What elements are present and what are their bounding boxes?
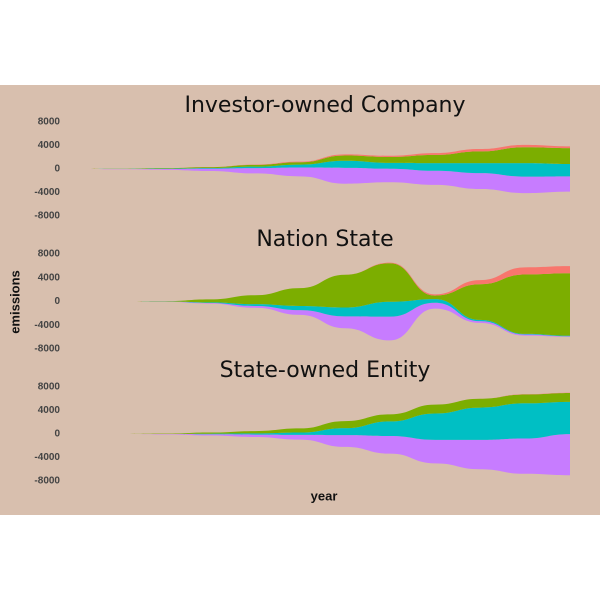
y-tick-label: 8000 <box>38 249 61 260</box>
y-tick-label: 8000 <box>38 117 61 128</box>
y-tick-label: 4000 <box>38 140 61 151</box>
stream-area <box>75 301 570 341</box>
y-tick-label: -4000 <box>34 187 60 198</box>
y-tick-label: -8000 <box>34 211 60 222</box>
stream-area <box>75 160 570 177</box>
stream-area <box>75 401 570 440</box>
stream-area <box>75 144 570 169</box>
y-tick-label: -4000 <box>34 452 60 463</box>
y-tick-label: -4000 <box>34 320 60 331</box>
stream-area <box>75 147 570 169</box>
facet-title: Nation State <box>256 227 393 252</box>
stream-area <box>75 167 570 194</box>
y-tick-label: -8000 <box>34 476 60 487</box>
stream-area <box>75 393 570 434</box>
y-tick-label: 8000 <box>38 382 61 393</box>
stream-area <box>75 263 570 336</box>
y-tick-label: 0 <box>54 296 60 307</box>
x-axis-label: year <box>311 488 338 503</box>
y-tick-label: 0 <box>54 164 60 175</box>
stream-area <box>75 262 570 302</box>
y-tick-label: 4000 <box>38 405 61 416</box>
facet-title: State-owned Entity <box>220 358 431 383</box>
stream-area <box>75 434 570 476</box>
y-tick-label: -8000 <box>34 344 60 355</box>
y-axis-label: emissions <box>7 270 22 334</box>
y-tick-label: 4000 <box>38 272 61 283</box>
y-tick-label: 0 <box>54 429 60 440</box>
facet-title: Investor-owned Company <box>184 93 465 118</box>
